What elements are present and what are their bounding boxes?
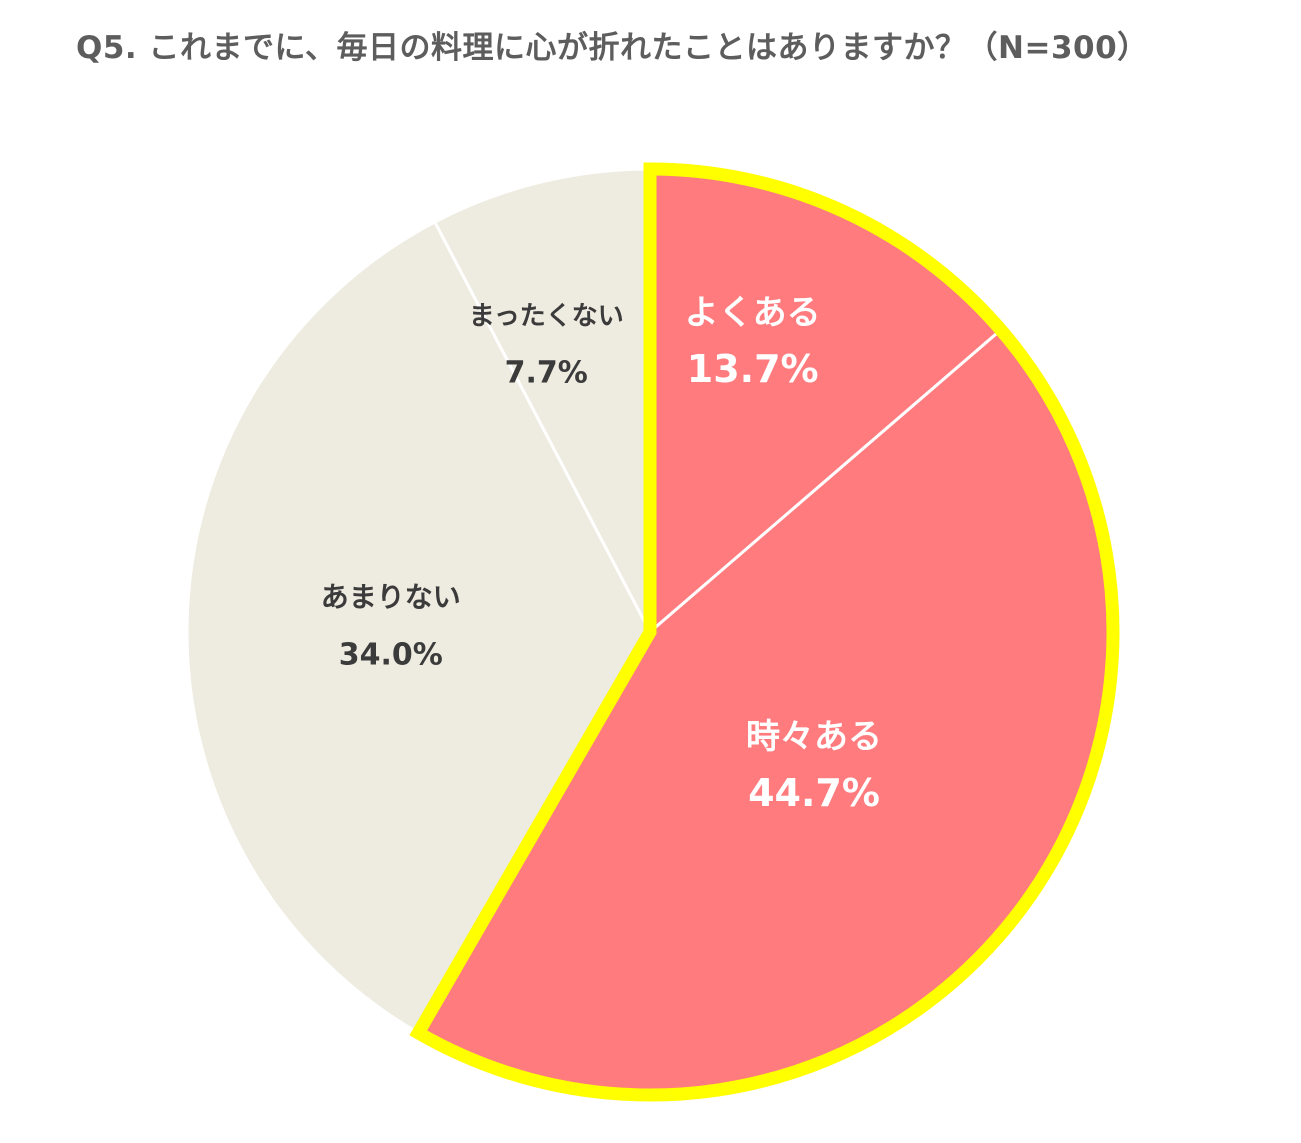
slice-category-label-2: 時々ある xyxy=(746,717,882,757)
highlight-outline xyxy=(409,162,1120,1102)
highlight-outline-group xyxy=(409,162,1120,1102)
pie-slice-4 xyxy=(432,167,652,633)
slice-value-label-4: 7.7% xyxy=(505,356,588,391)
chart-title: Q5. これまでに、毎日の料理に心が折れたことはありますか？（N=300） xyxy=(76,30,1149,66)
slice-category-label-3: あまりない xyxy=(321,581,461,614)
slice-value-label-2: 44.7% xyxy=(748,771,880,815)
slice-category-label-1: よくある xyxy=(685,293,821,333)
slice-value-label-3: 34.0% xyxy=(339,638,443,673)
slice-value-label-1: 13.7% xyxy=(687,347,819,391)
slice-category-label-4: まったくない xyxy=(469,302,624,332)
slice-labels: よくある 13.7% 時々ある 44.7% あまりない 34.0% まったくない 7.7% xyxy=(321,293,882,815)
